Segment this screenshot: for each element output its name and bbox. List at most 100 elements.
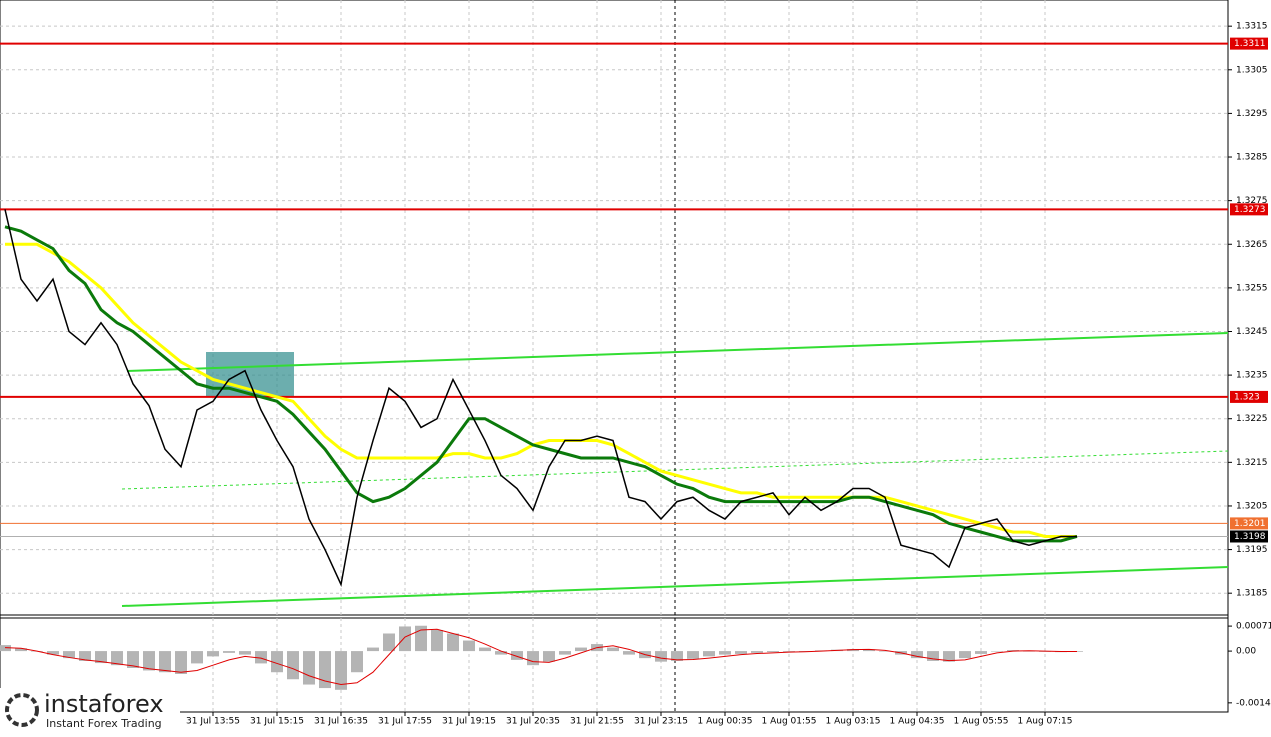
histogram-bar [751,651,763,653]
histogram-bar [271,651,283,673]
histogram-bar [527,651,539,666]
x-tick-label: 1 Aug 04:35 [890,717,945,727]
logo-tagline: Instant Forex Trading [46,717,162,730]
y-tick-label: 1.3305 [1236,65,1268,75]
histogram-bar [463,640,475,652]
histogram-bar [175,651,187,674]
x-tick-label: 1 Aug 03:15 [826,717,881,727]
histogram-bar [15,648,27,652]
level-label: 1.3201 [1234,519,1266,529]
histogram-bar [63,651,75,659]
current-price-box [1230,530,1268,543]
y-tick-label: 1.3245 [1236,327,1268,337]
histogram-bar [863,649,875,652]
histogram-bar [111,651,123,666]
moving-average [5,242,1077,538]
x-tick-label: 1 Aug 05:55 [954,717,1009,727]
y-tick-label: 1.3315 [1236,22,1268,32]
y-tick-label: 1.3255 [1236,283,1268,293]
histogram-bar [159,651,171,673]
histogram-bar [1023,651,1035,652]
histogram-bar [687,651,699,659]
price-line [4,209,1077,587]
histogram-bar [287,651,299,680]
histogram-bar [959,651,971,659]
x-tick-label: 31 Jul 15:15 [250,717,304,727]
level-label: 1.3273 [1234,205,1266,215]
histogram-bar [719,651,731,655]
histogram-bar [191,651,203,664]
y-tick-label: 1.3195 [1236,545,1268,555]
histogram-bar [431,629,443,652]
histogram-bar [703,651,715,657]
y-tick-label: 1.3235 [1236,371,1268,381]
histogram-bar [511,651,523,660]
plot-frame [0,0,1229,713]
moving-average [4,225,1078,543]
level-label-box [1230,390,1268,403]
x-tick-label: 31 Jul 20:35 [506,717,560,727]
y-tick-label: 1.3205 [1236,501,1268,511]
histogram-bar [783,651,795,652]
histogram-bar [399,626,411,652]
histogram-bar [239,651,251,655]
histogram-bar [735,651,747,654]
logo: instaforex Instant Forex Trading [0,688,180,733]
y-tick-label: 1.3225 [1236,414,1268,424]
histogram-bar [303,651,315,685]
y-tick-label: 1.3285 [1236,153,1268,163]
histogram-bar [319,651,331,689]
histogram-bar [383,633,395,652]
level-label-box [1230,517,1268,530]
histogram-bar [335,651,347,690]
x-tick-label: 1 Aug 07:15 [1018,717,1073,727]
histogram-bar [879,651,891,652]
histogram-bar [447,633,459,652]
y-tick-label: 0.00 [1236,647,1256,657]
histogram-bar [47,651,59,655]
x-tick-label: 31 Jul 13:55 [186,717,240,727]
x-tick-label: 1 Aug 00:35 [698,717,753,727]
histogram-bar [607,647,619,652]
logo-icon [5,693,39,727]
y-tick-label: 0.00071 [1236,622,1271,632]
histogram-bar [223,651,235,653]
y-tick-label: 1.3295 [1236,109,1268,119]
y-tick-label: 1.3185 [1236,589,1268,599]
x-tick-label: 31 Jul 17:55 [378,717,432,727]
y-tick-label: 1.3215 [1236,458,1268,468]
histogram-bar [623,651,635,655]
level-label: 1.323 [1234,392,1260,402]
histogram-bar [975,651,987,654]
histogram-bar [495,651,507,655]
y-tick-label: 1.3265 [1236,240,1268,250]
trend-line [126,332,1229,372]
y-tick-label: -0.00147 [1236,698,1271,708]
x-tick-label: 1 Aug 01:55 [762,717,817,727]
histogram-bar [575,647,587,652]
trend-line [121,566,1229,607]
data [0,42,1228,690]
current-price-label: 1.3198 [1234,532,1266,542]
histogram-bar [79,651,91,661]
histogram-bar [559,651,571,655]
logo-name: instaforex [44,690,164,718]
histogram-bar [95,651,107,664]
histogram-bar [1007,650,1019,652]
x-tick-label: 31 Jul 23:15 [634,717,688,727]
histogram-bar [479,647,491,652]
histogram-bar [911,651,923,659]
x-tick-label: 31 Jul 16:35 [314,717,368,727]
histogram-bar [367,647,379,652]
signal-line [4,628,1077,686]
level-label-box [1230,37,1268,50]
histogram-bar [767,651,779,653]
histogram-bar [543,651,555,662]
histogram-bar [255,651,267,664]
histogram-bar [671,651,683,661]
histogram-bar [207,651,219,657]
histogram-bar [0,645,11,652]
level-label-box [1230,203,1268,216]
histogram-bar [143,651,155,671]
